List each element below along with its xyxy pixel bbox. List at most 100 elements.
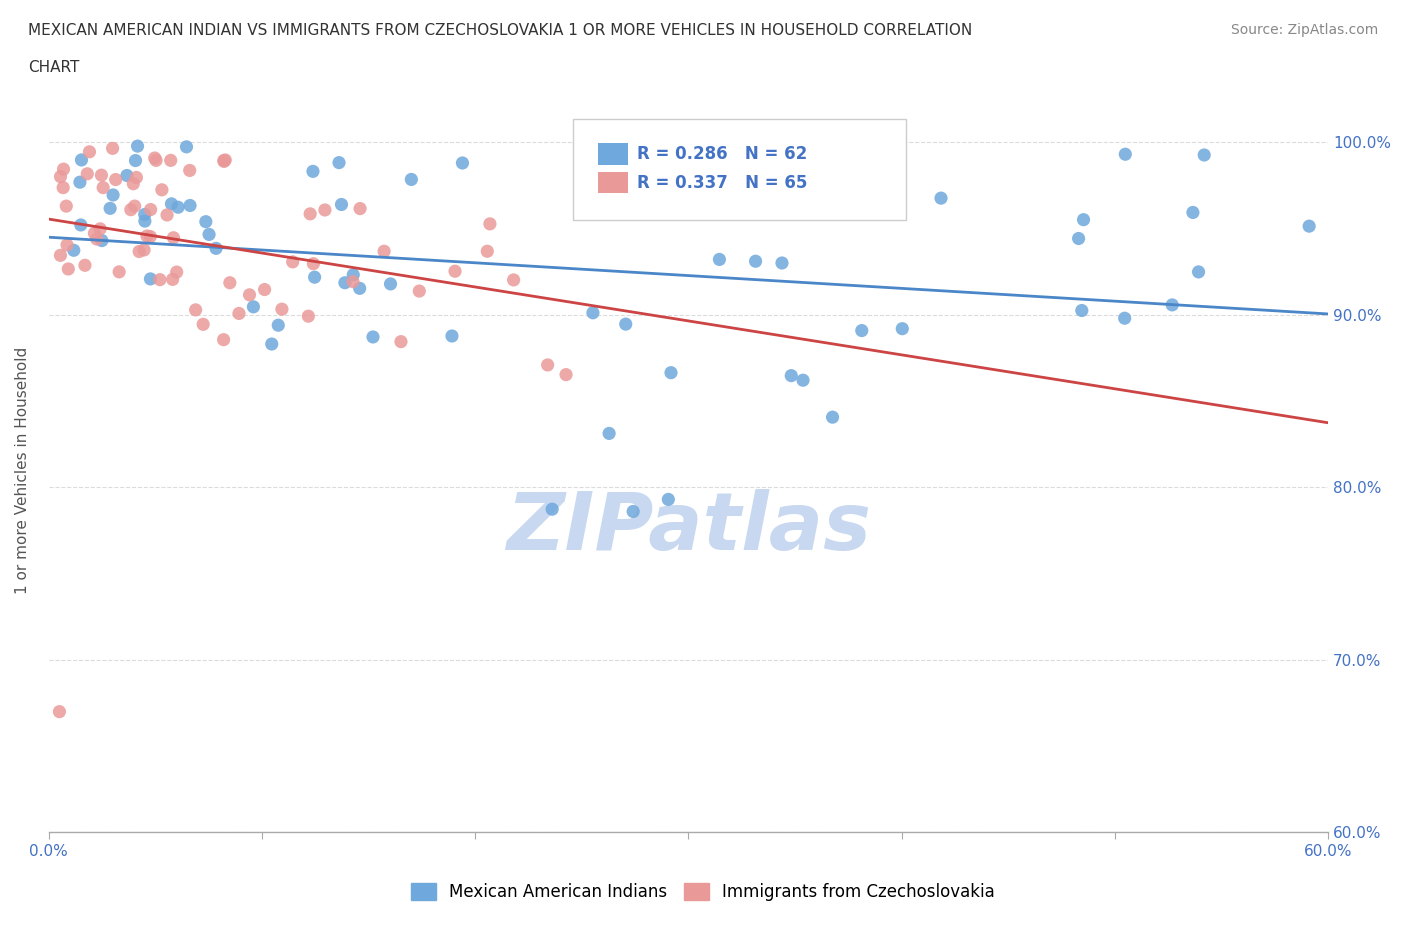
Point bbox=[408, 284, 430, 299]
Point bbox=[709, 252, 731, 267]
Point bbox=[640, 191, 662, 206]
Point bbox=[328, 155, 350, 170]
Text: Source: ZipAtlas.com: Source: ZipAtlas.com bbox=[1230, 23, 1378, 37]
Text: R = 0.286   N = 62: R = 0.286 N = 62 bbox=[637, 145, 807, 163]
Point bbox=[90, 167, 112, 182]
Point bbox=[139, 202, 162, 217]
Point bbox=[58, 261, 80, 276]
FancyBboxPatch shape bbox=[574, 119, 905, 220]
Point bbox=[792, 373, 814, 388]
FancyBboxPatch shape bbox=[598, 172, 628, 193]
Point bbox=[91, 180, 114, 195]
Point bbox=[212, 154, 235, 169]
Point bbox=[659, 365, 682, 380]
Point bbox=[349, 281, 371, 296]
Text: CHART: CHART bbox=[28, 60, 80, 75]
Point bbox=[52, 162, 75, 177]
Point bbox=[444, 264, 467, 279]
Point bbox=[73, 258, 96, 272]
Point bbox=[167, 200, 190, 215]
Point bbox=[139, 229, 162, 244]
Point bbox=[56, 237, 79, 252]
Point bbox=[271, 301, 294, 316]
Point bbox=[193, 317, 215, 332]
Point bbox=[156, 207, 179, 222]
Point bbox=[49, 248, 72, 263]
Point bbox=[342, 274, 364, 289]
Point bbox=[194, 214, 217, 229]
Point bbox=[299, 206, 322, 221]
Point bbox=[134, 207, 156, 222]
Point bbox=[541, 502, 564, 517]
Point bbox=[143, 151, 166, 166]
Point bbox=[380, 276, 402, 291]
Point bbox=[52, 180, 75, 195]
Point bbox=[770, 256, 793, 271]
Point bbox=[555, 367, 578, 382]
Point bbox=[582, 305, 605, 320]
Point bbox=[166, 265, 188, 280]
FancyBboxPatch shape bbox=[598, 143, 628, 165]
Legend: Mexican American Indians, Immigrants from Czechoslovakia: Mexican American Indians, Immigrants fro… bbox=[405, 876, 1001, 908]
Point bbox=[122, 177, 145, 192]
Point bbox=[101, 188, 124, 203]
Point bbox=[242, 299, 264, 314]
Point bbox=[267, 318, 290, 333]
Point bbox=[205, 241, 228, 256]
Point bbox=[302, 257, 325, 272]
Point bbox=[1073, 212, 1095, 227]
Point bbox=[134, 214, 156, 229]
Point bbox=[79, 144, 101, 159]
Point bbox=[361, 329, 384, 344]
Point bbox=[159, 153, 181, 167]
Point bbox=[281, 255, 304, 270]
Point bbox=[115, 168, 138, 183]
Point bbox=[108, 264, 131, 279]
Point bbox=[451, 155, 474, 170]
Point bbox=[780, 368, 803, 383]
Point bbox=[537, 357, 560, 372]
Point bbox=[1187, 264, 1209, 279]
Point bbox=[1070, 303, 1092, 318]
Point bbox=[214, 153, 236, 167]
Point bbox=[502, 272, 524, 287]
Point bbox=[162, 231, 184, 246]
Point bbox=[69, 218, 91, 232]
Text: R = 0.337   N = 65: R = 0.337 N = 65 bbox=[637, 174, 807, 192]
Point bbox=[89, 221, 111, 236]
Point bbox=[150, 182, 173, 197]
Point bbox=[297, 309, 319, 324]
Point bbox=[401, 172, 423, 187]
Point bbox=[373, 244, 395, 259]
Point bbox=[198, 227, 221, 242]
Point bbox=[821, 410, 844, 425]
Point bbox=[1192, 148, 1215, 163]
Point bbox=[228, 306, 250, 321]
Point bbox=[160, 196, 183, 211]
Point bbox=[1298, 219, 1320, 233]
Point bbox=[1114, 311, 1136, 325]
Point bbox=[218, 275, 240, 290]
Point bbox=[76, 166, 98, 181]
Text: MEXICAN AMERICAN INDIAN VS IMMIGRANTS FROM CZECHOSLOVAKIA 1 OR MORE VEHICLES IN : MEXICAN AMERICAN INDIAN VS IMMIGRANTS FR… bbox=[28, 23, 973, 38]
Point bbox=[162, 272, 184, 286]
Point bbox=[127, 139, 149, 153]
Point bbox=[744, 254, 766, 269]
Point bbox=[304, 270, 326, 285]
Point bbox=[128, 244, 150, 259]
Point bbox=[149, 272, 172, 287]
Point bbox=[179, 198, 201, 213]
Point bbox=[139, 272, 162, 286]
Point bbox=[929, 191, 952, 206]
Point bbox=[657, 492, 679, 507]
Point bbox=[891, 321, 914, 336]
Point bbox=[851, 323, 873, 338]
Point bbox=[120, 202, 142, 217]
Point bbox=[1161, 298, 1184, 312]
Point bbox=[136, 229, 159, 244]
Point bbox=[86, 232, 108, 246]
Point bbox=[212, 153, 235, 168]
Point bbox=[314, 203, 336, 218]
Point bbox=[104, 172, 127, 187]
Point bbox=[48, 704, 70, 719]
